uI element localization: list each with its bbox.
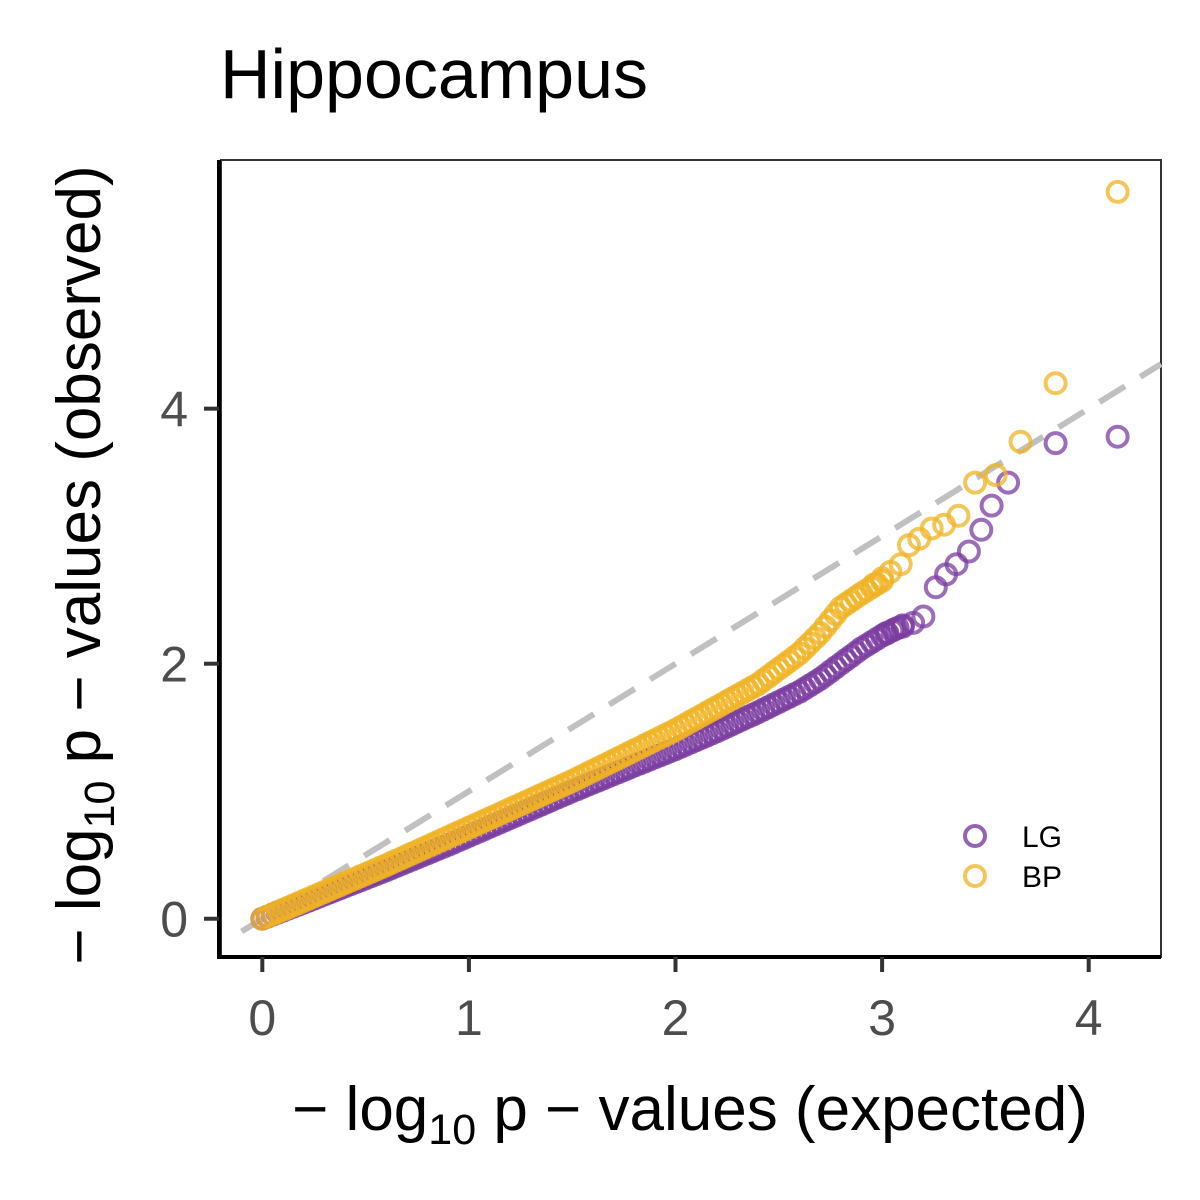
legend: LG BP (963, 821, 1062, 894)
y-ticks: 0 2 4 (160, 382, 219, 948)
y-tick-label: 4 (160, 382, 188, 438)
legend-label-bp: BP (1022, 861, 1062, 894)
bp-point (983, 463, 1008, 487)
y-tick-label: 2 (160, 637, 188, 693)
y-axis-title-sub: 10 (76, 781, 124, 829)
x-ticks: 0 1 2 3 4 (248, 957, 1103, 1046)
x-axis-title-post: p − values (expected) (476, 1075, 1088, 1144)
lg-point (1105, 424, 1130, 449)
lg-point (969, 517, 994, 542)
bp-point (919, 516, 944, 541)
legend-key-bp (963, 864, 987, 888)
bp-point (1008, 429, 1033, 454)
lg-point (890, 614, 915, 639)
x-axis-title: − log10 p − values (expected) (292, 1075, 1088, 1154)
x-tick-label: 1 (455, 990, 483, 1046)
chart-title: Hippocampus (220, 35, 648, 113)
bp-point (946, 503, 971, 528)
series-bp (250, 179, 1130, 931)
y-axis-title: − log10 p − values (observed) (45, 165, 124, 964)
x-tick-label: 3 (868, 990, 896, 1046)
x-axis-title-sub: 10 (428, 1106, 476, 1154)
lg-point (944, 552, 969, 577)
bp-point (1043, 371, 1068, 396)
bp-point (1105, 179, 1130, 204)
x-tick-label: 2 (662, 990, 690, 1046)
legend-label-lg: LG (1022, 821, 1062, 854)
x-tick-label: 4 (1075, 990, 1103, 1046)
lg-point (996, 470, 1021, 495)
lg-point (956, 539, 981, 564)
lg-point (979, 493, 1004, 518)
reference-line (240, 361, 1163, 935)
y-axis-title-pre: − log (45, 828, 114, 964)
lg-point (1043, 431, 1068, 456)
lg-point (911, 604, 936, 629)
legend-key-lg (963, 824, 987, 848)
plot-panel (220, 159, 1162, 958)
bp-point (963, 470, 988, 495)
y-axis-title-post: p − values (observed) (45, 165, 114, 780)
x-tick-label: 0 (248, 990, 276, 1046)
bp-point (888, 552, 913, 577)
x-axis-title-pre: − log (292, 1075, 428, 1144)
y-tick-label: 0 (160, 892, 188, 948)
